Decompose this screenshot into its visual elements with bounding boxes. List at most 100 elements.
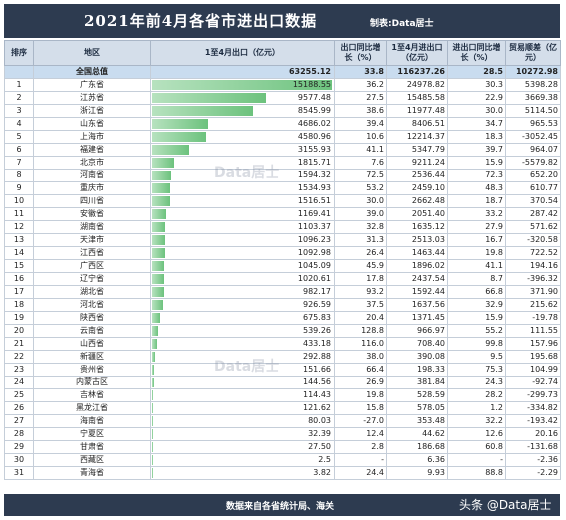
table-row: 8 河南省 1594.32 72.5 2536.44 72.3 652.20 (4, 168, 561, 183)
import-cell: 2513.03 (386, 233, 448, 248)
export-cell: 15188.55 (150, 77, 335, 92)
export-cell: 121.62 (150, 401, 335, 416)
export-growth-cell: 72.5 (334, 168, 387, 183)
rank-cell (4, 65, 34, 79)
region-cell: 宁夏区 (33, 427, 151, 442)
export-growth-cell: 41.1 (334, 142, 387, 157)
rank-cell: 28 (4, 427, 34, 442)
table-row: 28 宁夏区 32.39 12.4 44.62 12.6 20.16 (4, 427, 561, 442)
table-row: 14 江西省 1092.98 26.4 1463.44 19.8 722.52 (4, 246, 561, 261)
export-bar (152, 468, 153, 478)
table-row: 4 山东省 4686.02 39.4 8406.51 34.7 965.53 (4, 116, 561, 131)
export-cell: 3.82 (150, 466, 335, 480)
export-growth-cell: 12.4 (334, 427, 387, 442)
rank-cell: 12 (4, 220, 34, 235)
import-growth-cell: 28.2 (447, 388, 506, 403)
region-cell: 内蒙古区 (33, 375, 151, 390)
export-value: 3155.93 (297, 144, 331, 154)
table-row: 17 湖北省 982.17 93.2 1592.44 66.8 371.90 (4, 284, 561, 299)
table-row: 27 海南省 80.03 -27.0 353.48 32.2 -193.42 (4, 414, 561, 429)
table-row: 24 内蒙古区 144.56 26.9 381.84 24.3 -92.74 (4, 375, 561, 390)
region-cell: 江苏省 (33, 90, 151, 105)
surplus-cell: 5114.50 (505, 103, 561, 118)
import-growth-cell: 16.7 (447, 233, 506, 248)
import-cell: 1635.12 (386, 220, 448, 235)
export-bar (152, 261, 165, 271)
export-bar (152, 196, 170, 207)
rank-cell: 1 (4, 77, 34, 92)
export-bar (152, 157, 174, 168)
export-bar (152, 131, 207, 142)
export-growth-cell: 39.4 (334, 116, 387, 131)
surplus-cell: 111.55 (505, 323, 561, 338)
export-bar (152, 92, 266, 103)
import-cell: 9211.24 (386, 155, 448, 170)
export-bar (152, 144, 190, 155)
export-bar (152, 390, 154, 401)
region-cell: 广东省 (33, 77, 151, 92)
table-row: 9 重庆市 1534.93 53.2 2459.10 48.3 610.77 (4, 181, 561, 196)
export-growth-cell: 20.4 (334, 310, 387, 325)
table-row: 25 吉林省 114.43 19.8 528.59 28.2 -299.73 (4, 388, 561, 403)
table-row: 7 北京市 1815.71 7.6 9211.24 15.9 -5579.82 (4, 155, 561, 170)
export-bar (152, 170, 171, 181)
export-growth-cell: 93.2 (334, 284, 387, 299)
surplus-cell: 722.52 (505, 246, 561, 261)
table-row: 18 河北省 926.59 37.5 1637.56 32.9 215.62 (4, 297, 561, 312)
footer-source: 数据来自各省统计局、海关 (226, 502, 335, 512)
table-row: 16 辽宁省 1020.61 17.8 2437.54 8.7 -396.32 (4, 272, 561, 286)
rank-cell: 21 (4, 336, 34, 351)
rank-cell: 25 (4, 388, 34, 403)
export-growth-cell: 45.9 (334, 259, 387, 273)
surplus-cell: 3669.38 (505, 90, 561, 105)
export-growth-cell: 31.3 (334, 233, 387, 248)
region-cell: 北京市 (33, 155, 151, 170)
import-cell: 198.33 (386, 362, 448, 377)
rank-cell: 11 (4, 207, 34, 222)
export-cell: 1092.98 (150, 246, 335, 261)
export-value: 1516.51 (297, 196, 331, 206)
export-value: 675.83 (303, 312, 331, 322)
table-row: 21 山西省 433.18 116.0 708.40 99.8 157.96 (4, 336, 561, 351)
import-growth-cell: 1.2 (447, 401, 506, 416)
export-value: 1169.41 (297, 209, 331, 219)
header-rank: 排序 (4, 40, 34, 66)
export-cell: 4686.02 (150, 116, 335, 131)
export-bar (152, 338, 158, 349)
region-cell: 广西区 (33, 259, 151, 273)
surplus-cell: -131.68 (505, 440, 561, 455)
footer-bar: 数据来自各省统计局、海关 头条 @Data居士 (4, 494, 560, 516)
region-cell: 江西省 (33, 246, 151, 261)
import-growth-cell: 41.1 (447, 259, 506, 273)
import-cell: 528.59 (386, 388, 448, 403)
surplus-cell: 571.62 (505, 220, 561, 235)
export-bar (152, 351, 156, 362)
export-cell: 8545.99 (150, 103, 335, 118)
region-cell: 贵州省 (33, 362, 151, 377)
import-cell: 1371.45 (386, 310, 448, 325)
surplus-cell: 195.68 (505, 349, 561, 364)
export-growth-cell: 53.2 (334, 181, 387, 196)
rank-cell: 6 (4, 142, 34, 157)
export-value: 292.88 (303, 351, 331, 361)
export-bar (152, 286, 164, 297)
import-cell: 116237.26 (386, 65, 448, 79)
import-growth-cell: 48.3 (447, 181, 506, 196)
export-bar (152, 325, 159, 336)
region-cell: 海南省 (33, 414, 151, 429)
rank-cell: 13 (4, 233, 34, 248)
export-value: 1534.93 (297, 183, 331, 193)
export-bar (152, 248, 165, 259)
surplus-cell: 964.07 (505, 142, 561, 157)
rank-cell: 22 (4, 349, 34, 364)
export-value: 926.59 (303, 299, 331, 309)
import-cell: 353.48 (386, 414, 448, 429)
import-cell: 578.05 (386, 401, 448, 416)
region-cell: 湖北省 (33, 284, 151, 299)
export-cell: 4580.96 (150, 129, 335, 144)
export-value: 1045.09 (297, 261, 331, 271)
region-cell: 河南省 (33, 168, 151, 183)
export-bar (152, 429, 153, 440)
region-cell: 福建省 (33, 142, 151, 157)
export-cell: 9577.48 (150, 90, 335, 105)
